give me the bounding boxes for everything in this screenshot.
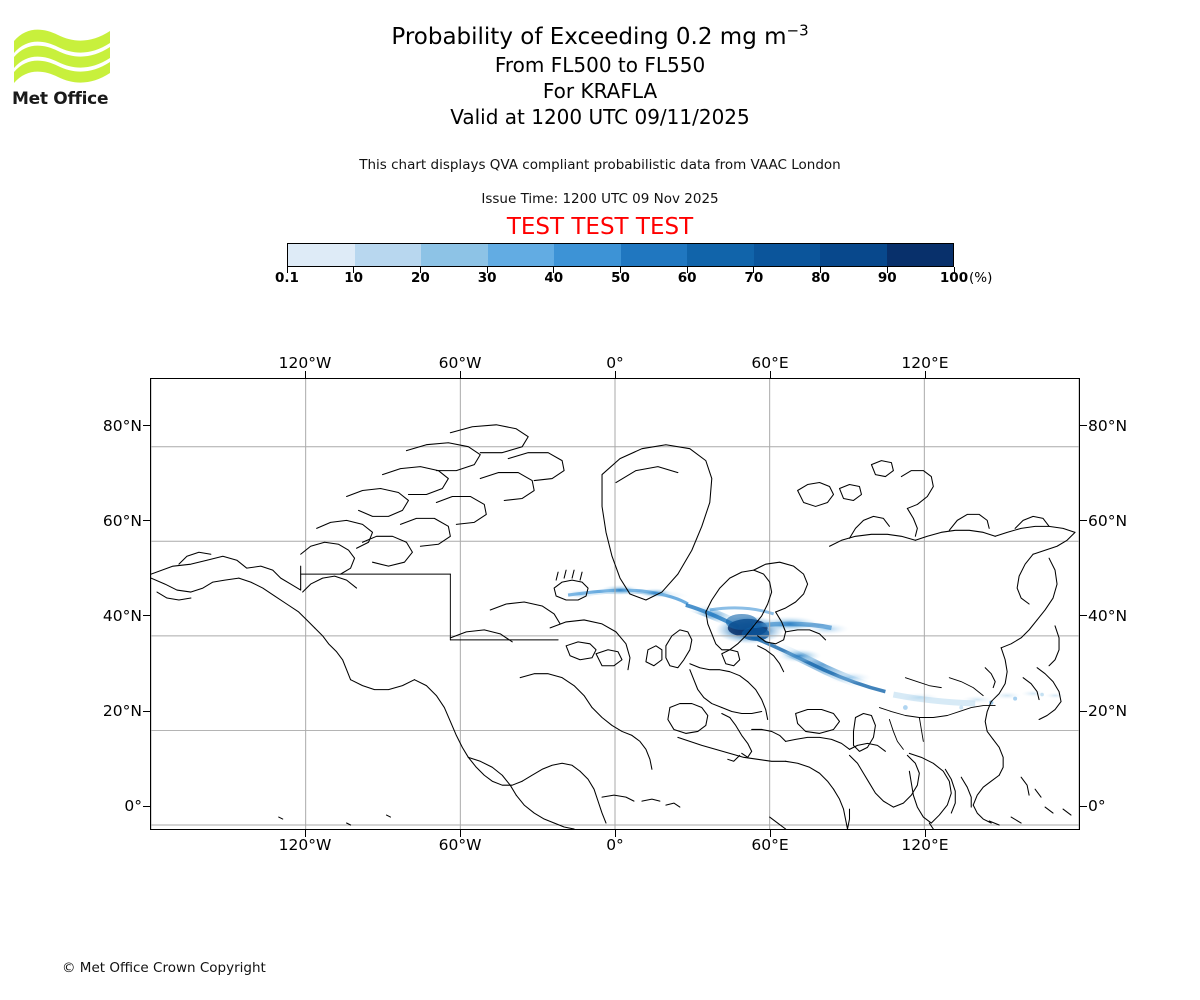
colorbar-label-20: 20	[410, 270, 430, 286]
lat-tick-right-3	[1080, 520, 1087, 522]
chart-description: This chart displays QVA compliant probab…	[359, 157, 841, 173]
colorbar-label-70: 70	[744, 270, 764, 286]
lon-label-bottom-0: 120°W	[278, 836, 332, 854]
lon-label-top-0: 120°W	[278, 354, 332, 372]
colorbar-unit-label: (%)	[969, 270, 993, 286]
lat-label-left-3: 60°N	[102, 511, 142, 530]
colorbar-label-100: 100	[939, 270, 969, 286]
lon-label-bottom-1: 60°W	[438, 836, 482, 854]
lat-label-right-3: 60°N	[1088, 511, 1128, 530]
colorbar-tick-5	[620, 267, 621, 273]
lon-label-bottom-4: 120°E	[901, 836, 949, 854]
lon-tick-bottom-3	[769, 830, 771, 837]
world-map-plot[interactable]	[150, 378, 1080, 830]
lon-tick-bottom-0	[304, 830, 306, 837]
colorbar-label-10: 10	[344, 270, 364, 286]
lat-label-right-2: 40°N	[1088, 606, 1128, 625]
colorbar-ticks	[286, 267, 955, 275]
lon-tick-top-1	[459, 371, 461, 378]
colorbar-band-1	[354, 244, 421, 266]
lon-tick-bottom-2	[614, 830, 616, 837]
issue-time-label: Issue Time: 1200 UTC 09 Nov 2025	[481, 191, 719, 207]
met-office-logo: Met Office	[12, 25, 112, 115]
colorbar-tick-2	[419, 267, 421, 273]
colorbar-band-4	[554, 244, 621, 266]
colorbar-tick-labels: 0.1 10 20 30 40 50 60 70 80 90 100	[275, 270, 968, 288]
lon-tick-bottom-4	[924, 830, 926, 837]
lon-tick-top-3	[769, 371, 771, 378]
lat-label-left-1: 20°N	[102, 702, 142, 721]
lat-tick-left-3	[143, 520, 150, 522]
colorbar-band-2	[421, 244, 488, 266]
colorbar-tick-4	[553, 267, 555, 273]
lat-label-right-4: 80°N	[1088, 416, 1128, 435]
lon-tick-top-4	[924, 371, 926, 378]
title-flight-levels: From FL500 to FL550	[494, 53, 706, 77]
copyright-notice: © Met Office Crown Copyright	[62, 960, 266, 976]
colorbar-label-40: 40	[544, 270, 564, 286]
colorbar-bands	[287, 243, 954, 267]
colorbar-label-50: 50	[611, 270, 630, 286]
probability-colorbar	[287, 243, 954, 267]
lat-tick-right-2	[1080, 615, 1087, 617]
lat-label-left-4: 80°N	[102, 416, 142, 435]
map-canvas	[151, 379, 1079, 829]
test-banner: TEST TEST TEST	[506, 214, 694, 240]
colorbar-band-9	[886, 244, 953, 266]
lon-label-top-3: 60°E	[751, 354, 789, 372]
lon-tick-top-2	[614, 371, 616, 378]
title-main-text: Probability of Exceeding 0.2 mg m	[391, 24, 787, 50]
met-office-wave-mark	[14, 29, 110, 83]
colorbar-tick-1	[353, 267, 355, 273]
lat-tick-right-0	[1080, 805, 1087, 807]
colorbar-label-60: 60	[677, 270, 697, 286]
lon-label-top-1: 60°W	[438, 354, 482, 372]
coastlines-and-borders	[151, 424, 1076, 829]
colorbar-band-5	[620, 244, 687, 266]
title-exponent: −3	[786, 21, 809, 40]
colorbar-tick-10	[953, 267, 955, 273]
lat-label-left-2: 40°N	[102, 606, 142, 625]
ash-probability-plume	[564, 584, 1066, 710]
lat-tick-right-1	[1080, 710, 1087, 712]
lat-tick-right-4	[1080, 425, 1087, 427]
lat-label-right-0: 0°	[1088, 797, 1106, 816]
map-gridlines	[151, 379, 1079, 829]
colorbar-label-0-1: 0.1	[275, 270, 299, 286]
colorbar-label-90: 90	[877, 270, 897, 286]
lon-label-bottom-3: 60°E	[751, 836, 789, 854]
colorbar-label-80: 80	[811, 270, 830, 286]
title-valid-time: Valid at 1200 UTC 09/11/2025	[450, 105, 750, 129]
colorbar-tick-6	[686, 267, 688, 273]
colorbar-tick-9	[886, 267, 888, 273]
lon-tick-top-0	[304, 371, 306, 378]
lat-tick-left-1	[143, 710, 150, 712]
colorbar-band-8	[820, 244, 887, 266]
colorbar-tick-0	[286, 267, 288, 273]
colorbar-label-30: 30	[477, 270, 497, 286]
lon-label-bottom-2: 0°	[606, 836, 624, 854]
colorbar-tick-3	[486, 267, 488, 273]
title-volcano: For KRAFLA	[542, 79, 658, 103]
colorbar-tick-7	[753, 267, 755, 273]
lat-label-left-0: 0°	[124, 797, 142, 816]
lon-tick-bottom-1	[459, 830, 461, 837]
colorbar-band-0	[288, 244, 355, 266]
colorbar-tick-8	[820, 267, 822, 273]
lat-tick-left-2	[143, 615, 150, 617]
lat-label-right-1: 20°N	[1088, 702, 1128, 721]
lat-tick-left-4	[143, 425, 150, 427]
page-title: Probability of Exceeding 0.2 mg m−3	[0, 22, 1200, 52]
met-office-logo-text: Met Office	[12, 89, 109, 109]
colorbar-band-6	[687, 244, 754, 266]
chart-title-block: Probability of Exceeding 0.2 mg m−3 From…	[0, 22, 1200, 130]
lat-tick-left-0	[143, 805, 150, 807]
colorbar-band-3	[487, 244, 554, 266]
lon-label-top-2: 0°	[606, 354, 624, 372]
colorbar-band-7	[753, 244, 820, 266]
lon-label-top-4: 120°E	[901, 354, 949, 372]
